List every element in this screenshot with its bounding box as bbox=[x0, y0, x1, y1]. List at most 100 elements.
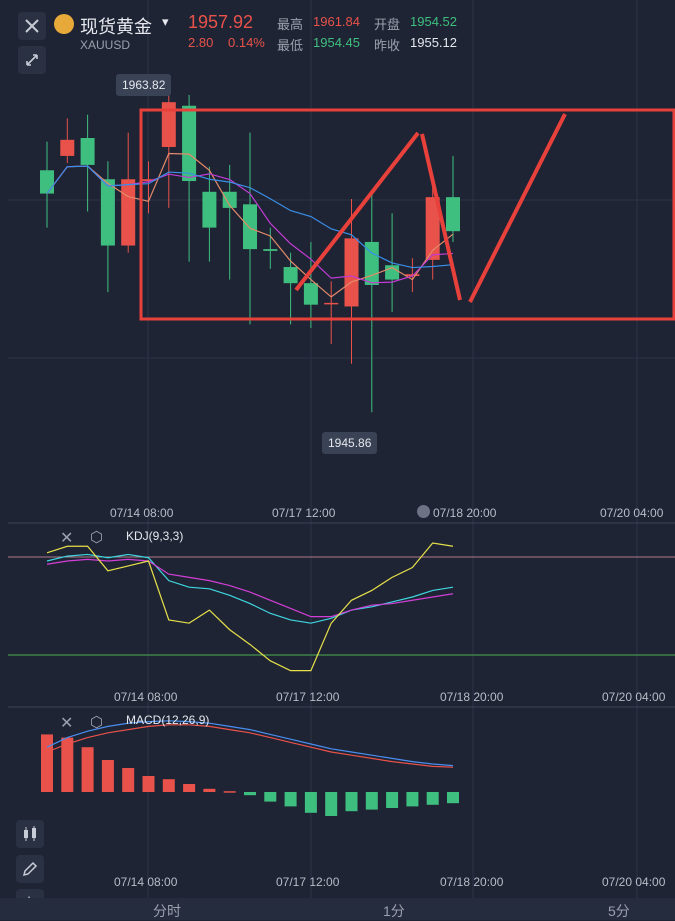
macd-x-tick-4: 07/20 04:00 bbox=[602, 875, 666, 889]
candle-body bbox=[324, 302, 339, 305]
max-price-tooltip: 1963.82 bbox=[116, 74, 172, 96]
macd-bar bbox=[203, 788, 216, 792]
macd-bar bbox=[101, 760, 114, 792]
min-price-tooltip: 1945.86 bbox=[322, 432, 378, 454]
kdj-settings-icon[interactable]: ⬡ bbox=[90, 529, 104, 546]
macd-bar bbox=[41, 734, 53, 792]
kdj-label: KDJ(9,3,3) bbox=[126, 529, 184, 543]
period-tabs: 分时 1分 5分 bbox=[0, 898, 675, 920]
macd-label: MACD(12,26,9) bbox=[126, 713, 210, 727]
x-tick-2: 07/17 12:00 bbox=[272, 506, 336, 520]
candle-body bbox=[283, 267, 298, 284]
gold-icon bbox=[54, 14, 74, 34]
current-price: 1957.92 bbox=[188, 12, 254, 32]
candle-body bbox=[80, 138, 95, 165]
annotation-arrow-up-1 bbox=[294, 131, 420, 292]
macd-bar bbox=[264, 792, 277, 802]
ma-line bbox=[46, 152, 454, 298]
tab-1min[interactable]: 1分 bbox=[383, 903, 405, 919]
candle-body bbox=[344, 238, 359, 307]
kdj-d-line bbox=[46, 558, 454, 618]
draw-button[interactable] bbox=[16, 855, 44, 883]
low-label: 最低 bbox=[277, 38, 304, 53]
macd-bar bbox=[386, 792, 399, 808]
candle-body bbox=[222, 191, 237, 208]
macd-bar bbox=[284, 792, 297, 807]
high-value: 1961.84 bbox=[313, 14, 360, 29]
macd-bar bbox=[142, 776, 155, 792]
prev-close-label: 昨收 bbox=[374, 38, 401, 53]
macd-bar bbox=[183, 784, 196, 792]
kdj-x-tick-1: 07/14 08:00 bbox=[114, 690, 178, 704]
macd-bar bbox=[365, 792, 378, 810]
open-label: 开盘 bbox=[374, 17, 401, 32]
macd-bar bbox=[244, 792, 256, 796]
macd-bar bbox=[162, 779, 175, 792]
candle-body bbox=[141, 179, 156, 182]
prev-close-value: 1955.12 bbox=[410, 35, 457, 50]
crosshair-dot-icon[interactable] bbox=[417, 505, 430, 518]
macd-bar bbox=[325, 792, 338, 816]
macd-settings-icon[interactable]: ⬡ bbox=[90, 714, 104, 731]
x-tick-1: 07/14 08:00 bbox=[110, 506, 174, 520]
x-tick-4: 07/20 04:00 bbox=[600, 506, 664, 520]
candle-body bbox=[60, 139, 75, 156]
candle-body bbox=[40, 170, 54, 194]
macd-bar bbox=[223, 791, 236, 793]
kdj-j-line bbox=[46, 542, 454, 672]
macd-bar bbox=[406, 792, 419, 807]
price-change: 2.80 bbox=[188, 35, 214, 50]
ma-line bbox=[46, 165, 454, 269]
kdj-close-icon[interactable]: ✕ bbox=[60, 530, 74, 547]
macd-bar bbox=[81, 747, 94, 792]
macd-close-icon[interactable]: ✕ bbox=[60, 715, 74, 732]
high-label: 最高 bbox=[277, 17, 304, 32]
macd-bar bbox=[61, 737, 74, 792]
instrument-symbol: XAUUSD bbox=[80, 38, 131, 52]
shrink-icon bbox=[26, 54, 38, 66]
kdj-x-tick-4: 07/20 04:00 bbox=[602, 690, 666, 704]
open-value: 1954.52 bbox=[410, 14, 457, 29]
candle-body bbox=[182, 105, 197, 182]
candle-body bbox=[202, 191, 217, 228]
macd-x-tick-2: 07/17 12:00 bbox=[276, 875, 340, 889]
candlestick-icon bbox=[24, 826, 36, 841]
tab-5min[interactable]: 5分 bbox=[608, 903, 630, 919]
candle-body bbox=[243, 204, 257, 250]
price-change-pct: 0.14% bbox=[228, 35, 265, 50]
macd-x-tick-1: 07/14 08:00 bbox=[114, 875, 178, 889]
shrink-button[interactable] bbox=[18, 46, 46, 74]
candle-body bbox=[121, 179, 136, 246]
low-value: 1954.45 bbox=[313, 35, 360, 50]
macd-bar bbox=[426, 792, 439, 805]
instrument-title[interactable]: 现货黄金 bbox=[80, 17, 152, 37]
close-icon bbox=[25, 19, 39, 33]
candle-body bbox=[100, 179, 115, 246]
candle-body bbox=[446, 197, 460, 232]
kdj-x-tick-3: 07/18 20:00 bbox=[440, 690, 504, 704]
candle-body bbox=[303, 283, 318, 305]
kdj-x-tick-2: 07/17 12:00 bbox=[276, 690, 340, 704]
close-button[interactable] bbox=[18, 12, 46, 40]
macd-dif-line bbox=[46, 720, 454, 767]
macd-bar bbox=[345, 792, 358, 812]
x-tick-3: 07/18 20:00 bbox=[433, 506, 497, 520]
annotation-box bbox=[139, 108, 675, 321]
annotation-arrow-up-2 bbox=[468, 113, 567, 303]
candle-type-button[interactable] bbox=[16, 820, 44, 848]
candle-body bbox=[263, 249, 278, 251]
macd-x-tick-3: 07/18 20:00 bbox=[440, 875, 504, 889]
tab-timeshare[interactable]: 分时 bbox=[153, 903, 181, 919]
macd-bar bbox=[304, 792, 317, 813]
pencil-icon bbox=[22, 861, 38, 877]
macd-bar bbox=[447, 792, 459, 804]
chevron-down-icon[interactable]: ▾ bbox=[162, 14, 169, 29]
kdj-k-line bbox=[46, 553, 454, 624]
candle-body bbox=[161, 102, 176, 147]
annotation-arrow-down bbox=[420, 133, 462, 301]
macd-dea-line bbox=[46, 724, 454, 768]
candle-body bbox=[405, 274, 420, 276]
macd-bar bbox=[122, 768, 135, 792]
candle-body bbox=[425, 197, 440, 260]
